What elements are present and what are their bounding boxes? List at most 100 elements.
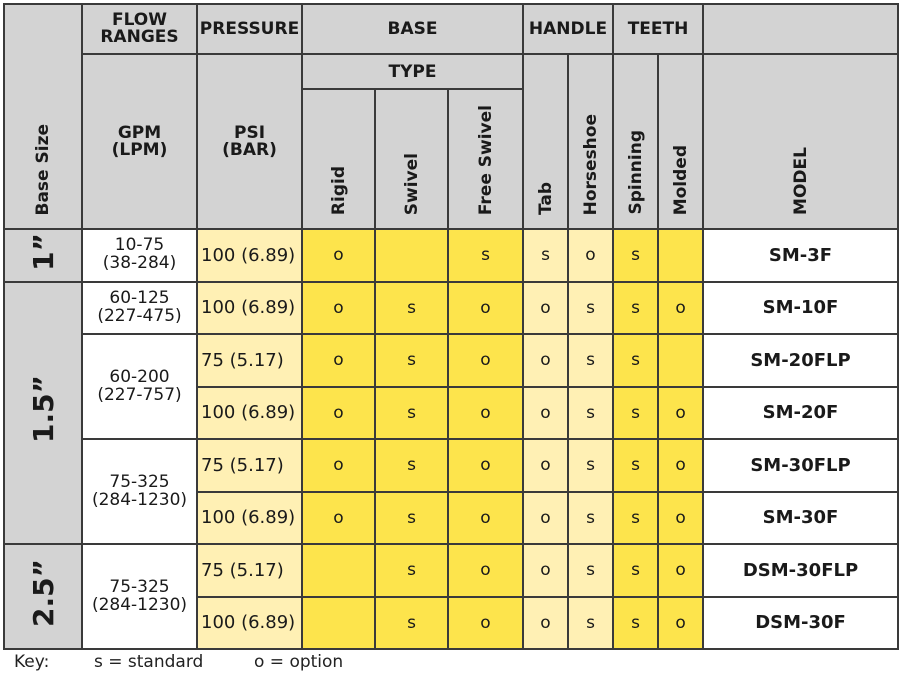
base-size: 1.5” [3, 280, 83, 545]
mark-cell: o [657, 543, 705, 598]
mark-cell: o [522, 490, 569, 545]
header-row: Rigid Swivel Free Swivel [4, 88, 898, 230]
base-size: 2.5” [3, 543, 83, 650]
mark-cell: s [374, 438, 449, 493]
key: Key: s = standard o = option [14, 652, 343, 672]
mark-cell: s [566, 595, 615, 650]
column-header: Spinning [612, 53, 660, 230]
pressure: 75 (5.17) [196, 333, 303, 388]
mark-cell: s [522, 228, 569, 283]
flow-range: 60-125 (227-475) [81, 280, 198, 335]
mark-cell: s [374, 595, 449, 650]
mark-cell: s [566, 333, 615, 388]
pressure: 100 (6.89) [196, 490, 303, 545]
mark-cell: s [374, 280, 449, 335]
mark-cell: o [447, 280, 524, 335]
mark-cell: s [612, 595, 660, 650]
pressure: 100 (6.89) [196, 228, 303, 283]
flow-range: 10-75 (38-284) [81, 228, 198, 283]
psi-header: PSI (BAR) [196, 53, 303, 230]
base-size: 1” [3, 228, 83, 283]
mark-cell: s [447, 228, 524, 283]
base-size-text: 2.5” [26, 558, 60, 627]
column-header: Tab [522, 53, 569, 230]
mark-cell: s [612, 228, 660, 283]
mark-cell: o [522, 543, 569, 598]
mark-cell: o [657, 595, 705, 650]
column-header: Molded [657, 53, 705, 230]
data-row: 100 (6.89) s o o s s o DSM-30F [4, 595, 900, 650]
column-header-text: Horseshoe [580, 113, 601, 215]
mark-cell: s [612, 280, 660, 335]
mark-cell: s [612, 333, 660, 388]
flow-ranges-header: FLOW RANGES [81, 3, 198, 55]
mark-cell: o [522, 385, 569, 440]
column-header-text: Molded [670, 144, 691, 215]
mark-cell: o [657, 490, 705, 545]
mark-cell: o [522, 438, 569, 493]
mark-cell: o [522, 333, 569, 388]
data-row: 100 (6.89) o s o o s s o SM-30F [4, 490, 900, 545]
mark-cell: o [301, 333, 376, 388]
flow-range: 75-325 (284-1230) [81, 543, 198, 650]
mark-cell: o [447, 438, 524, 493]
mark-cell: o [447, 385, 524, 440]
base-size-header: Base Size [3, 3, 83, 230]
key-label: Key: [14, 652, 50, 672]
model: SM-30FLP [702, 438, 900, 493]
mark-cell [301, 543, 376, 598]
mark-cell: s [566, 385, 615, 440]
data-row: 1.5” 60-125 (227-475) 100 (6.89) o s o o s s o SM-… [3, 280, 900, 545]
mark-cell: o [301, 228, 376, 283]
pressure: 100 (6.89) [196, 280, 303, 335]
column-header-text: Free Swivel [475, 104, 496, 215]
spec-table: Base Size FLOW RANGES PRESSURE BASE HANDLE TE… [3, 3, 900, 650]
type-header: TYPE [301, 53, 524, 90]
mark-cell: o [447, 543, 524, 598]
mark-cell: o [301, 385, 376, 440]
mark-cell: s [612, 543, 660, 598]
mark-cell: o [301, 490, 376, 545]
handle-header: HANDLE [521, 3, 615, 55]
header-row: GPM (LPM) PSI (BAR) TYPE Tab Horseshoe Spinni… [4, 53, 900, 230]
model-header-text: MODEL [790, 147, 811, 215]
model: SM-30F [702, 490, 900, 545]
mark-cell: s [566, 543, 615, 598]
key-standard: s = standard [94, 652, 204, 672]
flow-range: 60-200 (227-757) [81, 333, 198, 440]
teeth-header: TEETH [612, 3, 705, 55]
mark-cell: s [612, 438, 660, 493]
pressure: 75 (5.17) [196, 543, 303, 598]
table-body: Base Size FLOW RANGES PRESSURE BASE HANDLE TE… [3, 3, 900, 650]
model-header: MODEL [702, 53, 900, 230]
flow-range: 75-325 (284-1230) [81, 438, 198, 545]
data-row: 100 (6.89) o s o o s s o SM-20F [4, 385, 900, 440]
mark-cell: o [447, 333, 524, 388]
column-header: Rigid [301, 88, 376, 230]
data-row: 2.5” 75-325 (284-1230) 75 (5.17) s o o s s o DSM-… [3, 543, 900, 650]
mark-cell: s [566, 280, 615, 335]
base-header: BASE [301, 3, 524, 55]
mark-cell: s [566, 490, 615, 545]
blank-header [702, 3, 900, 55]
mark-cell [657, 333, 705, 388]
pressure: 75 (5.17) [196, 438, 303, 493]
mark-cell: o [657, 385, 705, 440]
model: DSM-30FLP [702, 543, 900, 598]
model: SM-10F [702, 280, 900, 335]
mark-cell: o [657, 438, 705, 493]
mark-cell: o [522, 595, 569, 650]
mark-cell [301, 595, 376, 650]
mark-cell: o [447, 490, 524, 545]
mark-cell: o [301, 438, 376, 493]
table-wrap: Base Size FLOW RANGES PRESSURE BASE HANDLE TE… [3, 3, 900, 650]
mark-cell: s [612, 385, 660, 440]
column-header-text: Rigid [328, 165, 349, 215]
base-size-text: 1” [26, 232, 60, 271]
mark-cell: s [566, 438, 615, 493]
mark-cell [657, 228, 705, 283]
mark-cell: o [522, 280, 569, 335]
mark-cell: s [612, 490, 660, 545]
data-row: 60-200 (227-757) 75 (5.17) o s o o s s SM-20FLP [4, 333, 900, 440]
